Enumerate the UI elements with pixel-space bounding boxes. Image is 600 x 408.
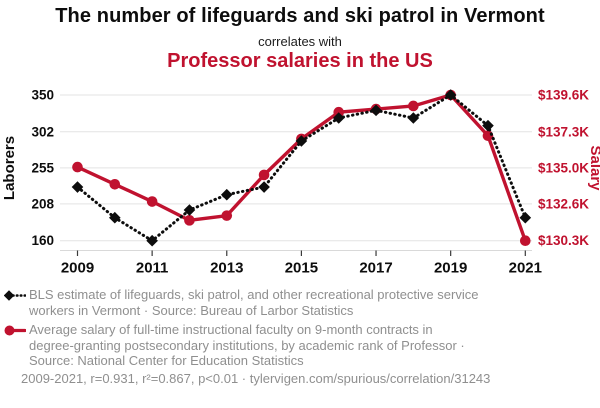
legend-label-professor-salary: Average salary of full-time instructiona… [29,322,465,368]
svg-text:255: 255 [31,160,54,175]
svg-text:2021: 2021 [509,260,542,277]
svg-text:$137.3K: $137.3K [538,124,589,139]
svg-text:$130.3K: $130.3K [538,233,589,248]
dual-axis-line-chart: 350 $139.6K 302 $137.3K 255 $135.0K 208 $132.6K… [1,88,600,277]
chart-title-secondary: Professor salaries in the US [167,50,433,72]
chart-title-primary: The number of lifeguards and ski patrol … [55,5,545,27]
legend-item-lifeguards: BLS estimate of lifeguards, ski patrol, … [4,287,596,318]
svg-text:$135.0K: $135.0K [538,160,589,175]
svg-text:160: 160 [31,233,54,248]
circle-solid-line-icon [4,325,26,336]
diamond-dotted-line-icon [4,290,26,301]
stats-footer: 2009-2021, r=0.931, r²=0.867, p<0.01 · t… [21,371,491,386]
svg-text:$139.6K: $139.6K [538,88,589,103]
svg-text:$132.6K: $132.6K [538,196,589,211]
legend-item-professor-salary: Average salary of full-time instructiona… [4,322,596,369]
svg-text:2019: 2019 [434,260,467,277]
svg-text:350: 350 [31,88,54,103]
svg-text:Laborers: Laborers [1,136,18,200]
svg-text:2017: 2017 [359,260,392,277]
svg-text:2009: 2009 [61,260,94,277]
chart-title-connector: correlates with [258,34,342,49]
svg-text:2013: 2013 [210,260,243,277]
svg-text:Salary: Salary [587,145,600,191]
legend-label-lifeguards: BLS estimate of lifeguards, ski patrol, … [29,287,479,318]
svg-text:208: 208 [31,196,54,211]
svg-text:302: 302 [31,124,54,139]
svg-text:2011: 2011 [136,260,169,277]
svg-text:2015: 2015 [285,260,318,277]
